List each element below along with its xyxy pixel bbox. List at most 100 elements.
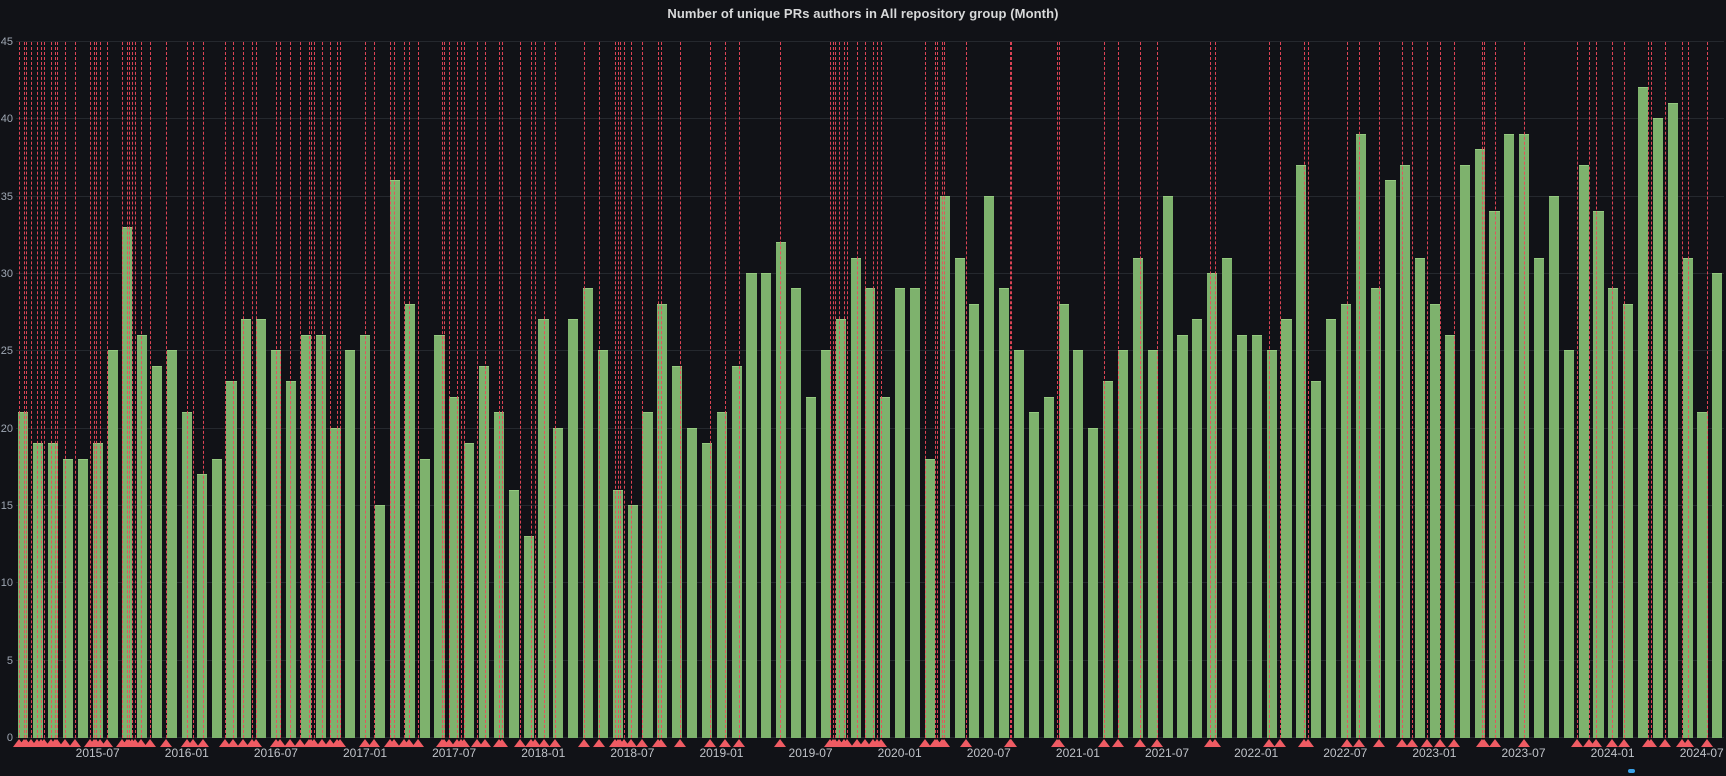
bar-2019-06[interactable] <box>791 288 802 738</box>
annotation-marker-icon[interactable] <box>249 739 262 747</box>
bar-2019-10[interactable] <box>850 257 861 738</box>
annotation-marker-icon[interactable] <box>1005 739 1018 747</box>
bar-2024-04[interactable] <box>1652 118 1663 738</box>
annotation-marker-icon[interactable] <box>1112 739 1124 747</box>
annotation-marker-icon[interactable] <box>412 739 425 747</box>
annotation-marker-icon[interactable] <box>59 739 72 747</box>
bar-2023-02[interactable] <box>1444 334 1455 738</box>
annotation-marker-icon[interactable] <box>1659 739 1672 747</box>
annotation-marker-icon[interactable] <box>442 739 455 747</box>
bar-2022-08[interactable] <box>1355 133 1366 738</box>
bar-2016-01[interactable] <box>181 412 192 738</box>
annotation-marker-icon[interactable] <box>1420 739 1433 747</box>
annotation-marker-icon[interactable] <box>197 739 210 747</box>
bar-2018-03[interactable] <box>568 319 579 738</box>
annotation-marker-icon[interactable] <box>283 739 296 747</box>
bar-2021-11[interactable] <box>1221 257 1233 738</box>
annotation-marker-icon[interactable] <box>358 739 371 747</box>
annotation-marker-icon[interactable] <box>387 739 400 747</box>
bar-2015-05[interactable] <box>62 458 74 738</box>
bar-2023-06[interactable] <box>1504 133 1515 738</box>
annotation-marker-icon[interactable] <box>1590 739 1603 747</box>
annotation-marker-icon[interactable] <box>1433 739 1446 747</box>
bar-2021-09[interactable] <box>1192 319 1203 738</box>
annotation-marker-icon[interactable] <box>1488 739 1501 747</box>
bar-2019-04[interactable] <box>761 273 772 738</box>
bar-2024-08[interactable] <box>1712 273 1723 738</box>
annotation-marker-icon[interactable] <box>37 739 50 747</box>
annotation-marker-icon[interactable] <box>674 739 687 747</box>
annotation-marker-icon[interactable] <box>316 739 329 747</box>
bar-2017-12[interactable] <box>523 535 534 738</box>
annotation-marker-icon[interactable] <box>1405 739 1418 747</box>
annotation-marker-icon[interactable] <box>937 739 950 747</box>
bar-2015-11[interactable] <box>152 365 163 738</box>
bar-2019-05[interactable] <box>776 242 787 738</box>
annotation-marker-icon[interactable] <box>367 739 380 747</box>
bar-2022-03[interactable] <box>1281 319 1292 738</box>
annotation-marker-icon[interactable] <box>1681 739 1694 747</box>
bar-2023-04[interactable] <box>1474 149 1485 738</box>
bar-2024-05[interactable] <box>1667 102 1678 738</box>
bar-2018-11[interactable] <box>687 427 698 738</box>
bar-2016-09[interactable] <box>300 334 311 738</box>
annotation-marker-icon[interactable] <box>703 739 716 747</box>
annotation-marker-icon[interactable] <box>1570 739 1583 747</box>
bar-2017-08[interactable] <box>464 443 475 738</box>
annotation-marker-icon[interactable] <box>1478 739 1491 747</box>
annotation-marker-icon[interactable] <box>1262 739 1275 747</box>
bar-2016-03[interactable] <box>211 458 222 738</box>
bar-2023-12[interactable] <box>1593 211 1604 738</box>
annotation-marker-icon[interactable] <box>128 739 141 747</box>
bar-2021-01[interactable] <box>1073 350 1084 738</box>
bar-2021-07[interactable] <box>1162 195 1173 738</box>
bar-2018-09[interactable] <box>657 303 668 738</box>
bar-2016-10[interactable] <box>315 334 326 738</box>
bar-2021-08[interactable] <box>1177 334 1188 738</box>
annotation-marker-icon[interactable] <box>458 739 470 747</box>
annotation-marker-icon[interactable] <box>773 739 786 747</box>
annotation-marker-icon[interactable] <box>334 739 346 747</box>
bar-2019-01[interactable] <box>716 412 727 738</box>
bar-2018-02[interactable] <box>553 427 564 738</box>
annotation-marker-icon[interactable] <box>50 739 63 747</box>
annotation-marker-icon[interactable] <box>1341 739 1354 747</box>
bar-2023-11[interactable] <box>1578 164 1589 738</box>
bar-2021-12[interactable] <box>1236 334 1247 738</box>
bar-2023-01[interactable] <box>1430 303 1441 738</box>
bar-2024-01[interactable] <box>1608 288 1619 738</box>
bar-2016-12[interactable] <box>345 350 356 738</box>
bar-2023-09[interactable] <box>1548 195 1559 738</box>
annotation-marker-icon[interactable] <box>479 739 492 747</box>
annotation-marker-icon[interactable] <box>528 739 541 747</box>
bar-2016-06[interactable] <box>256 319 267 738</box>
bar-2017-11[interactable] <box>508 489 519 738</box>
bar-2019-07[interactable] <box>805 396 817 738</box>
annotation-marker-icon[interactable] <box>470 739 483 747</box>
bar-2018-05[interactable] <box>597 350 608 738</box>
bar-2024-03[interactable] <box>1638 87 1649 738</box>
bar-2020-05[interactable] <box>954 257 965 738</box>
annotation-marker-icon[interactable] <box>1701 739 1714 747</box>
annotation-marker-icon[interactable] <box>577 739 590 747</box>
bar-2018-04[interactable] <box>583 288 594 738</box>
annotation-marker-icon[interactable] <box>218 739 231 747</box>
annotation-marker-icon[interactable] <box>294 739 307 747</box>
bar-2022-02[interactable] <box>1266 350 1277 738</box>
bar-2016-02[interactable] <box>196 474 207 738</box>
bar-2017-05[interactable] <box>419 458 430 738</box>
bar-2015-08[interactable] <box>107 350 118 738</box>
annotation-marker-icon[interactable] <box>549 739 562 747</box>
bar-2024-06[interactable] <box>1682 257 1693 738</box>
bar-2017-06[interactable] <box>434 334 445 738</box>
bar-2022-04[interactable] <box>1296 164 1307 738</box>
bar-2024-07[interactable] <box>1697 412 1708 738</box>
annotation-marker-icon[interactable] <box>1053 739 1066 747</box>
annotation-marker-icon[interactable] <box>1396 739 1409 747</box>
annotation-marker-icon[interactable] <box>514 739 527 747</box>
bar-2018-08[interactable] <box>642 412 653 738</box>
bar-2015-03[interactable] <box>33 443 44 738</box>
annotation-marker-icon[interactable] <box>160 739 173 747</box>
bar-2023-05[interactable] <box>1489 211 1500 738</box>
annotation-marker-icon[interactable] <box>308 739 321 747</box>
